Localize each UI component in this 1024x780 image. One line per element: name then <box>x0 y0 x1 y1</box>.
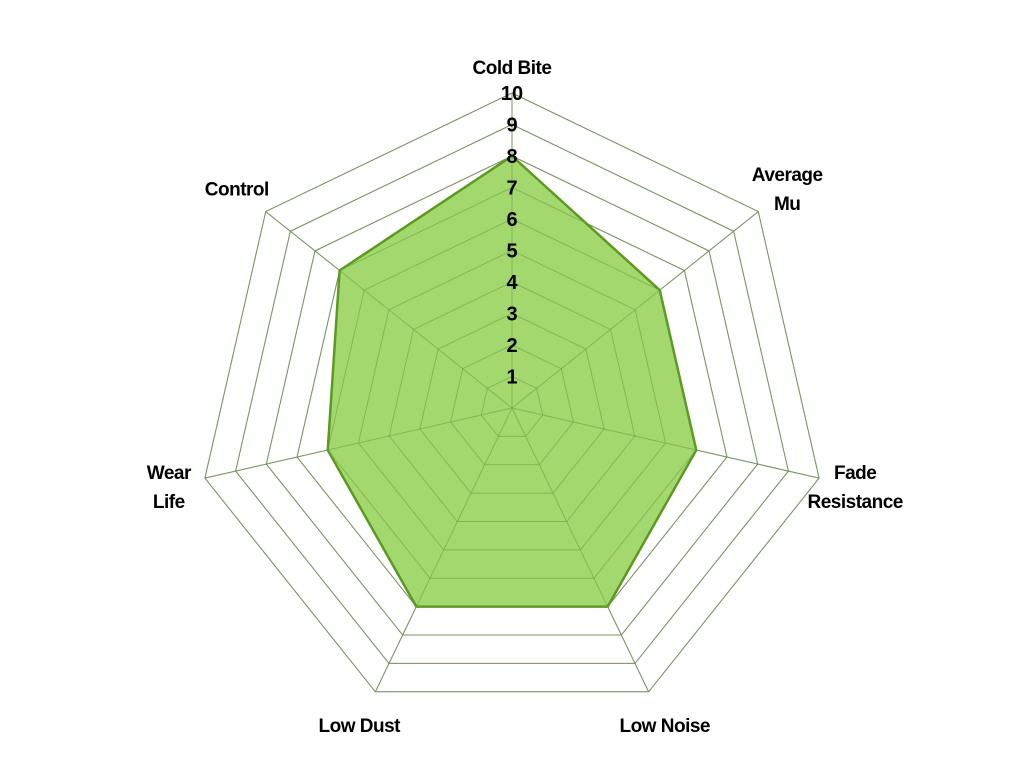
category-label-cold-bite: Cold Bite <box>473 58 552 79</box>
inner-grid-ring-1 <box>480 375 544 437</box>
inner-grid-ring-4 <box>388 281 636 523</box>
category-labels: Cold Bite Average Mu Fade Resistance Low Nois… <box>147 58 904 737</box>
inner-grid-ring-2 <box>450 344 574 466</box>
inner-grid-ring-9 <box>235 123 789 664</box>
category-label-line: Low Dust <box>319 716 402 737</box>
inner-grid-ring-6 <box>327 218 697 579</box>
category-label-line: Life <box>153 492 185 513</box>
category-label-line: Control <box>205 180 269 201</box>
inner-grid-spoke <box>204 407 513 479</box>
category-label-average-mu: Average Mu <box>752 165 823 215</box>
tick-label: 10 <box>501 83 523 105</box>
inner-grid-ring-8 <box>265 155 759 636</box>
tick-label: 2 <box>506 335 517 357</box>
tick-label: 4 <box>506 272 518 294</box>
inner-grid-spoke <box>511 407 650 693</box>
category-label-low-dust: Low Dust <box>319 716 402 737</box>
category-label-line: Mu <box>774 194 800 215</box>
inner-grid-spoke <box>265 211 513 409</box>
inner-grid-spoke <box>511 407 820 479</box>
tick-label: 9 <box>506 115 517 137</box>
category-label-fade-resistance: Fade Resistance <box>808 463 903 513</box>
category-label-line: Low Noise <box>619 716 710 737</box>
radar-inner-grid <box>204 92 820 693</box>
inner-grid-ring-5 <box>357 249 667 551</box>
radial-tick-labels: 1 2 3 4 5 6 7 8 9 10 <box>501 83 523 389</box>
tick-label: 8 <box>506 146 517 168</box>
category-label-line: Resistance <box>808 492 903 513</box>
inner-grid-ring-7 <box>296 186 728 608</box>
category-label-wear-life: Wear Life <box>147 463 192 513</box>
category-label-line: Cold Bite <box>473 58 552 79</box>
tick-label: 3 <box>506 304 517 326</box>
category-label-control: Control <box>205 180 269 201</box>
inner-grid-spoke <box>374 407 513 693</box>
tick-label: 7 <box>506 178 517 200</box>
category-label-line: Average <box>752 165 823 186</box>
tick-label: 5 <box>506 241 517 263</box>
category-label-low-noise: Low Noise <box>619 716 710 737</box>
category-label-line: Fade <box>834 463 876 484</box>
category-label-line: Wear <box>147 463 192 484</box>
inner-grid-spoke <box>511 211 759 409</box>
inner-grid-ring-10 <box>204 92 820 693</box>
inner-grid-ring-3 <box>419 312 605 494</box>
tick-label: 1 <box>506 367 517 389</box>
tick-label: 6 <box>506 209 517 231</box>
